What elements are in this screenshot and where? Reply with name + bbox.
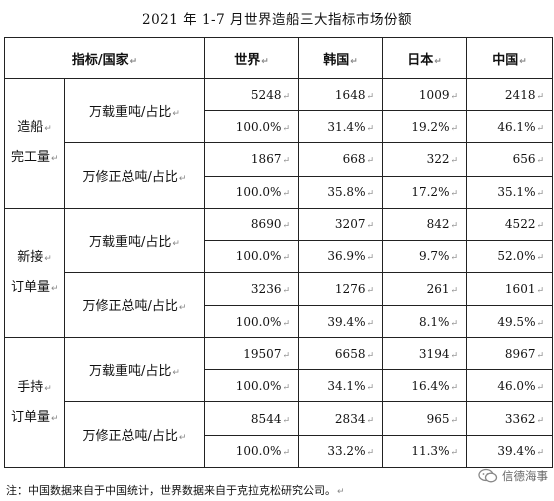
value-cell: 8544↵ (204, 401, 300, 436)
header-korea: 韩国↵ (298, 37, 384, 79)
value-cell: 8690↵ (204, 207, 300, 241)
header-japan: 日本↵ (382, 37, 468, 79)
header-china: 中国↵ (466, 37, 554, 79)
share-cell: 33.2%↵ (298, 434, 384, 469)
metric-label: 万载重吨/占比↵ (63, 207, 206, 273)
share-cell: 16.4%↵ (382, 369, 468, 403)
market-share-table: 指标/国家↵ 世界↵ 韩国↵ 日本↵ 中国↵ 造船↵ 完工量↵ 万载重吨/占比↵… (3, 37, 554, 469)
value-cell: 965↵ (382, 401, 468, 436)
value-cell: 1009↵ (382, 78, 468, 111)
value-cell: 5248↵ (204, 78, 300, 111)
header-indicator-country: 指标/国家↵ (3, 37, 206, 79)
value-cell: 261↵ (382, 271, 468, 307)
table-row: 100.0%↵ 36.9%↵ 9.7%↵ 52.0%↵ (5, 239, 554, 273)
watermark: 信德海事 (478, 468, 548, 484)
metric-label: 万修正总吨/占比↵ (63, 401, 206, 468)
share-cell: 17.2%↵ (382, 175, 468, 209)
table-row: 100.0%↵ 33.2%↵ 11.3%↵ 39.4%↵ (5, 434, 554, 469)
share-cell: 11.3%↵ (382, 434, 468, 469)
value-cell: 656↵ (466, 142, 554, 177)
metric-label: 万修正总吨/占比↵ (63, 142, 206, 209)
header-row: 指标/国家↵ 世界↵ 韩国↵ 日本↵ 中国↵ (3, 37, 554, 79)
table-title: 2021 年 1-7 月世界造船三大指标市场份额 (142, 12, 412, 28)
share-cell: 100.0%↵ (204, 434, 300, 469)
footnote: 注：中国数据来自于中国统计，世界数据来自于克拉克松研究公司。↵ (6, 484, 345, 497)
group-label-orderbook: 手持↵ 订单量↵ (4, 337, 65, 468)
share-cell: 8.1%↵ (382, 305, 468, 339)
metric-label: 万载重吨/占比↵ (63, 337, 206, 403)
value-cell: 3236↵ (204, 271, 300, 307)
value-cell: 8967↵ (466, 337, 554, 371)
share-cell: 46.0%↵ (466, 369, 554, 403)
share-cell: 100.0%↵ (204, 305, 300, 339)
table-row: 造船↵ 完工量↵ 万载重吨/占比↵ 5248↵ 1648↵ 1009↵ 2418… (4, 78, 554, 209)
value-cell: 842↵ (382, 207, 468, 241)
group-label-new-orders: 新接↵ 订单量↵ (4, 207, 65, 339)
table-row: 万修正总吨/占比↵ 1867↵ 668↵ 322↵ 656↵ (5, 142, 554, 209)
value-cell: 3362↵ (466, 401, 554, 436)
share-cell: 100.0%↵ (204, 239, 300, 273)
table-row: 新接↵ 订单量↵ 万载重吨/占比↵ 8690↵ 3207↵ 842↵ 4522↵ (4, 207, 554, 339)
value-cell: 19507↵ (204, 337, 300, 371)
table-row: 100.0%↵ 31.4%↵ 19.2%↵ 46.1%↵ (5, 110, 554, 143)
table-row: 手持↵ 订单量↵ 万载重吨/占比↵ 19507↵ 6658↵ 3194↵ 896… (4, 337, 554, 468)
value-cell: 2834↵ (298, 401, 384, 436)
value-cell: 3194↵ (382, 337, 468, 371)
share-cell: 100.0%↵ (204, 175, 300, 209)
table-row: 万修正总吨/占比↵ 8544↵ 2834↵ 965↵ 3362↵ (5, 401, 554, 468)
table-row: 100.0%↵ 39.4%↵ 8.1%↵ 49.5%↵ (5, 305, 554, 339)
header-world: 世界↵ (204, 37, 300, 79)
share-cell: 36.9%↵ (298, 239, 384, 273)
share-cell: 46.1%↵ (466, 110, 554, 143)
share-cell: 35.8%↵ (298, 175, 384, 209)
share-cell: 9.7%↵ (382, 239, 468, 273)
share-cell: 49.5%↵ (466, 305, 554, 339)
share-cell: 100.0%↵ (204, 110, 300, 143)
share-cell: 39.4%↵ (466, 434, 554, 469)
share-cell: 19.2%↵ (382, 110, 468, 143)
value-cell: 1648↵ (298, 78, 384, 111)
metric-label: 万修正总吨/占比↵ (63, 271, 206, 339)
share-cell: 31.4%↵ (298, 110, 384, 143)
share-cell: 52.0%↵ (466, 239, 554, 273)
value-cell: 1867↵ (204, 142, 300, 177)
value-cell: 2418↵ (466, 78, 554, 111)
value-cell: 1276↵ (298, 271, 384, 307)
wechat-icon (478, 468, 498, 484)
value-cell: 322↵ (382, 142, 468, 177)
table-row: 万修正总吨/占比↵ 3236↵ 1276↵ 261↵ 1601↵ (5, 271, 554, 339)
share-cell: 39.4%↵ (298, 305, 384, 339)
share-cell: 35.1%↵ (466, 175, 554, 209)
value-cell: 6658↵ (298, 337, 384, 371)
value-cell: 4522↵ (466, 207, 554, 241)
value-cell: 1601↵ (466, 271, 554, 307)
value-cell: 668↵ (298, 142, 384, 177)
metric-label: 万载重吨/占比↵ (63, 78, 206, 143)
group-label-completions: 造船↵ 完工量↵ (4, 78, 65, 209)
table-row: 100.0%↵ 34.1%↵ 16.4%↵ 46.0%↵ (5, 369, 554, 403)
share-cell: 100.0%↵ (204, 369, 300, 403)
value-cell: 3207↵ (298, 207, 384, 241)
watermark-text: 信德海事 (502, 469, 548, 483)
share-cell: 34.1%↵ (298, 369, 384, 403)
